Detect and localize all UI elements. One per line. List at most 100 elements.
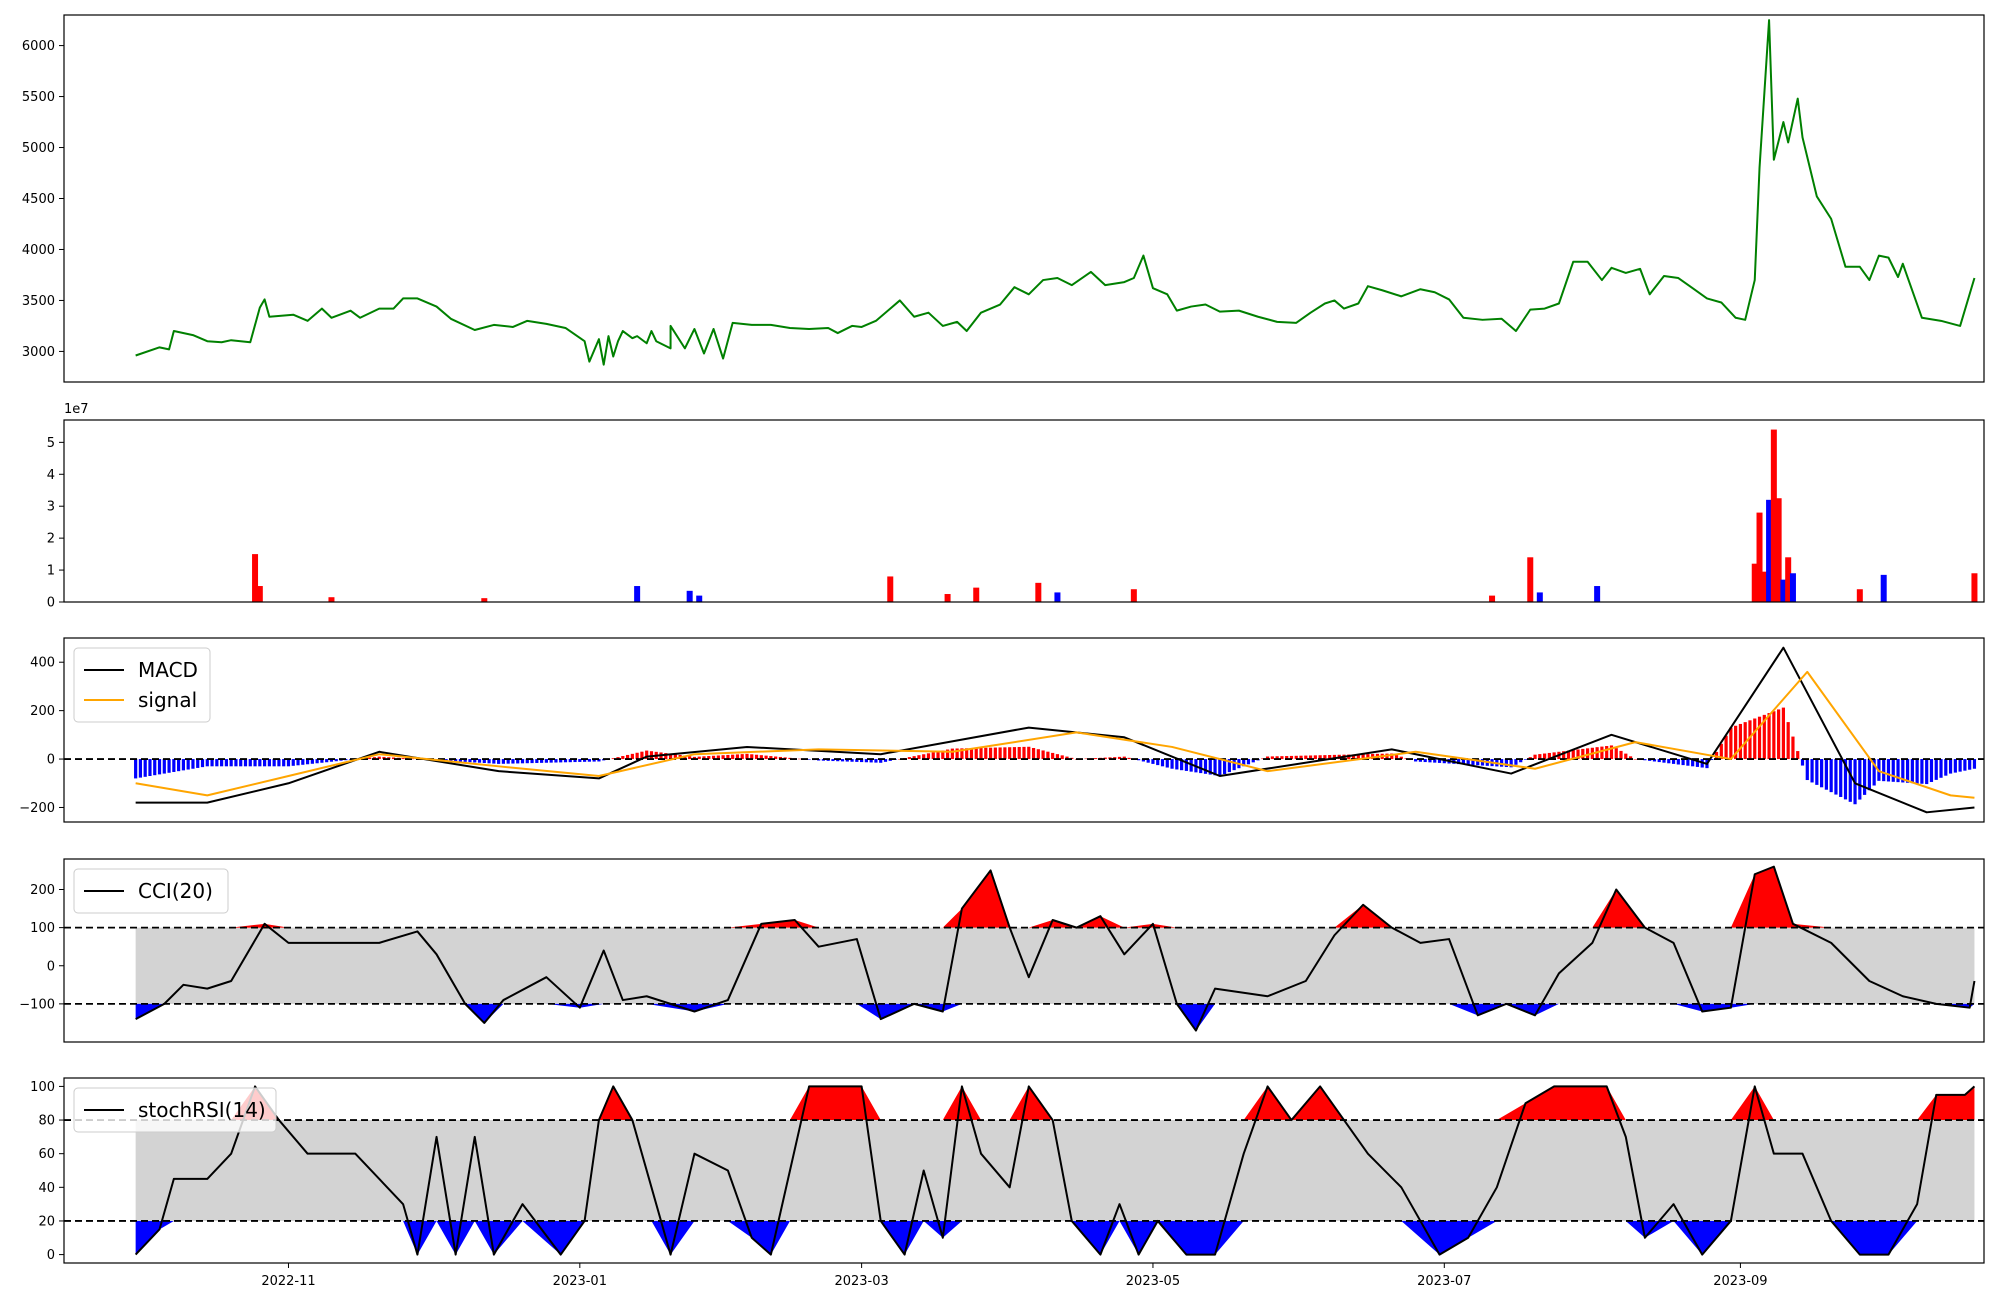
- macd-hist-bar-40: [325, 759, 329, 763]
- macd-hist-bar-102: [621, 756, 625, 760]
- volume-bar-9: [973, 587, 980, 602]
- macd-hist-bar-81: [520, 759, 525, 764]
- macd-hist-bar-217: [1170, 759, 1174, 769]
- volume-bar-11: [1054, 592, 1061, 602]
- macd-hist-bar-282: [1480, 759, 1485, 766]
- stochrsi-legend-box: [73, 1087, 277, 1133]
- macd-hist-bar-105: [635, 752, 639, 760]
- macd-hist-bar-165: [922, 754, 926, 760]
- macd-hist-bar-85: [540, 759, 544, 763]
- macd-hist-bar-119: [702, 756, 706, 760]
- macd-hist-bar-245: [1304, 755, 1308, 760]
- volume-bar-4: [634, 586, 641, 602]
- cci-ytick-label-1: 0: [47, 959, 55, 974]
- macd-hist-bar-309: [1609, 745, 1614, 760]
- macd-hist-bar-316: [1643, 759, 1647, 761]
- macd-hist-bar-88: [554, 759, 558, 763]
- stochrsi-frame: [63, 1077, 1985, 1264]
- macd-hist-bar-347: [1791, 736, 1795, 760]
- macd-series-line-1: [135, 670, 1975, 799]
- macd-hist-bar-20: [229, 759, 233, 767]
- macd-hist-bar-179: [988, 747, 993, 760]
- macd-hist-bar-345: [1781, 707, 1786, 760]
- macd-hist-bar-218: [1175, 759, 1179, 770]
- macd-hist-bar-246: [1308, 755, 1313, 760]
- macd-hist-bar-101: [616, 757, 620, 760]
- macd-hist-bar-371: [1905, 759, 1910, 783]
- macd-hist-bar-78: [506, 759, 510, 764]
- volume-bar-21: [1770, 429, 1777, 602]
- macd-hist-bar-91: [568, 759, 572, 763]
- volume-bar-6: [696, 595, 703, 602]
- macd-hist-bar-162: [907, 757, 911, 760]
- price-ytick-label-5: 5500: [22, 90, 55, 105]
- macd-hist-bar-333: [1724, 735, 1728, 760]
- macd-hist-bar-173: [960, 748, 964, 760]
- xtick-label-3: 2023-05: [1126, 1274, 1180, 1289]
- volume-ytick-label-4: 4: [47, 468, 55, 483]
- macd-ytick-label-2: 200: [30, 704, 55, 719]
- volume-plot-area: [252, 429, 1978, 602]
- macd-hist-bar-336: [1738, 723, 1743, 760]
- macd-hist-bar-378: [1939, 759, 1943, 778]
- macd-hist-bar-257: [1361, 754, 1365, 760]
- macd-hist-bar-213: [1151, 759, 1155, 764]
- price-ytick-label-6: 6000: [22, 39, 55, 54]
- volume-bar-22: [1775, 498, 1782, 602]
- macd-hist-bar-92: [573, 759, 577, 763]
- volume-bar-20: [1766, 499, 1773, 602]
- macd-hist-bar-135: [778, 756, 783, 760]
- macd-hist-bar-174: [965, 748, 969, 760]
- macd-hist-bar-343: [1772, 711, 1776, 760]
- macd-hist-bar-28: [267, 759, 271, 767]
- macd-hist-bar-350: [1805, 759, 1809, 781]
- macd-hist-bar-226: [1213, 759, 1217, 776]
- macd-hist-bar-230: [1232, 759, 1236, 771]
- macd-hist-bar-35: [301, 759, 305, 765]
- price-ytick-label-4: 5000: [22, 141, 55, 156]
- price-ytick-label-2: 4000: [22, 243, 55, 258]
- macd-hist-bar-299: [1562, 751, 1566, 760]
- macd-hist-bar-7: [167, 759, 171, 773]
- macd-hist-bar-147: [836, 759, 840, 762]
- macd-hist-bar-374: [1920, 759, 1924, 784]
- macd-hist-bar-11: [186, 759, 190, 770]
- macd-hist-bar-357: [1839, 759, 1843, 797]
- macd-hist-bar-381: [1953, 759, 1957, 773]
- macd-hist-bar-214: [1156, 759, 1160, 766]
- volume-bar-0: [252, 554, 259, 602]
- macd-hist-bar-310: [1614, 748, 1618, 760]
- macd-hist-bar-12: [191, 759, 195, 769]
- macd-hist-bar-93: [578, 759, 582, 762]
- volume-bar-23: [1780, 579, 1787, 602]
- macd-hist-bar-137: [788, 757, 792, 760]
- volume-bar-18: [1756, 512, 1763, 602]
- macd-hist-bar-237: [1265, 756, 1270, 760]
- macd-hist-bar-182: [1003, 747, 1007, 760]
- macd-hist-bar-190: [1041, 750, 1045, 760]
- macd-hist-bar-9: [177, 759, 181, 772]
- macd-hist-bar-320: [1662, 759, 1666, 763]
- volume-bar-5: [686, 590, 693, 602]
- stochrsi-overbought-fill: [135, 1086, 1975, 1121]
- volume-ytick-label-1: 1: [47, 564, 55, 579]
- macd-hist-bar-166: [926, 753, 931, 760]
- macd-hist-bar-326: [1691, 759, 1695, 767]
- macd-hist-bar-352: [1815, 759, 1819, 785]
- macd-hist-bar-210: [1137, 759, 1141, 761]
- macd-hist-bar-370: [1901, 759, 1905, 783]
- volume-bar-16: [1594, 586, 1601, 602]
- volume-frame: [63, 419, 1985, 603]
- volume-bar-27: [1880, 574, 1887, 602]
- macd-hist-bar-311: [1619, 750, 1623, 760]
- macd-hist-bar-172: [955, 748, 959, 760]
- macd-hist-bar-338: [1748, 720, 1752, 760]
- macd-hist-bar-100: [611, 758, 615, 760]
- macd-hist-bar-289: [1514, 759, 1518, 765]
- macd-hist-bar-324: [1681, 759, 1685, 766]
- macd-hist-bar-314: [1633, 759, 1637, 760]
- macd-hist-bar-38: [315, 759, 319, 764]
- macd-hist-bar-361: [1858, 759, 1862, 800]
- macd-hist-bar-74: [487, 759, 491, 764]
- macd-hist-bar-205: [1113, 757, 1117, 760]
